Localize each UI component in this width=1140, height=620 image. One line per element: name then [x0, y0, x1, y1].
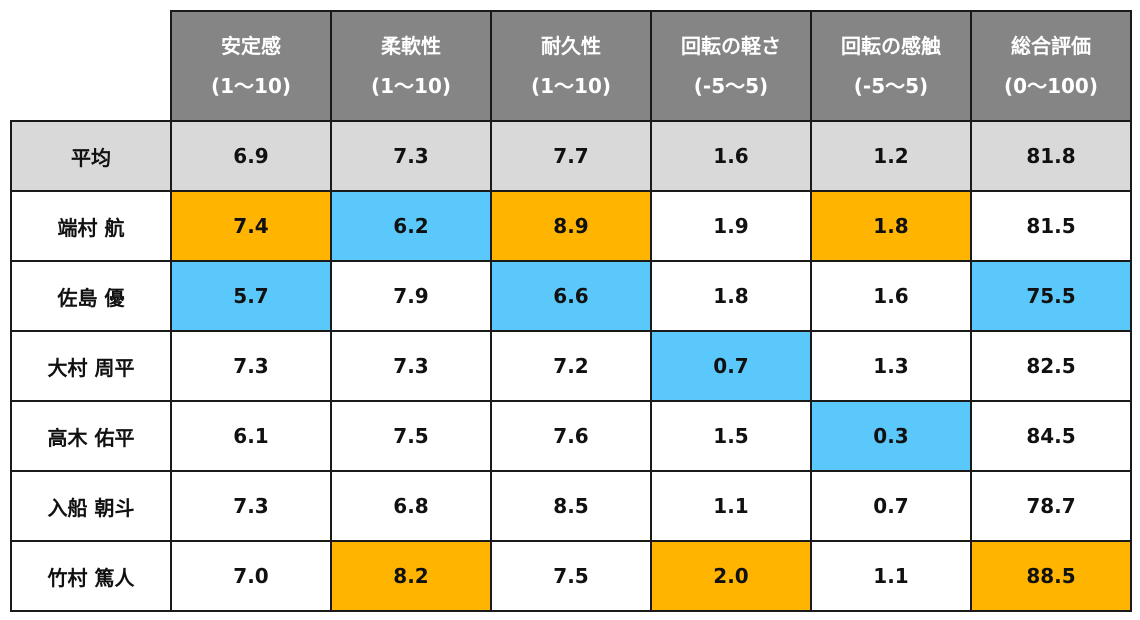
table-row: 端村 航 7.4 6.2 8.9 1.9 1.8 81.5	[10, 190, 1132, 262]
score-cell: 6.1	[170, 400, 332, 472]
person-name: 高木 佑平	[10, 400, 172, 472]
column-header-range: (-5〜5)	[853, 74, 929, 98]
table-row: 佐島 優 5.7 7.9 6.6 1.8 1.6 75.5	[10, 260, 1132, 332]
score-cell: 84.5	[970, 400, 1132, 472]
score-cell: 81.5	[970, 190, 1132, 262]
score-cell: 82.5	[970, 330, 1132, 402]
score-cell: 81.8	[970, 120, 1132, 192]
person-name: 端村 航	[10, 190, 172, 262]
person-name: 佐島 優	[10, 260, 172, 332]
table-row: 高木 佑平 6.1 7.5 7.6 1.5 0.3 84.5	[10, 400, 1132, 472]
column-header-range: (0〜100)	[1004, 74, 1098, 98]
table-row: 入船 朝斗 7.3 6.8 8.5 1.1 0.7 78.7	[10, 470, 1132, 542]
column-header-rotation-feel: 回転の感触 (-5〜5)	[810, 10, 972, 122]
column-header-rotation-lightness: 回転の軽さ (-5〜5)	[650, 10, 812, 122]
score-cell: 8.2	[330, 540, 492, 612]
score-cell: 1.1	[810, 540, 972, 612]
score-cell: 6.6	[490, 260, 652, 332]
column-header-range: (-5〜5)	[693, 74, 769, 98]
score-cell: 0.7	[810, 470, 972, 542]
score-cell: 6.8	[330, 470, 492, 542]
score-cell: 6.9	[170, 120, 332, 192]
score-cell: 7.9	[330, 260, 492, 332]
column-header-range: (1〜10)	[370, 74, 452, 98]
score-cell: 7.3	[170, 330, 332, 402]
column-header-range: (1〜10)	[530, 74, 612, 98]
table-row: 竹村 篤人 7.0 8.2 7.5 2.0 1.1 88.5	[10, 540, 1132, 612]
score-cell: 7.2	[490, 330, 652, 402]
column-header-flexibility: 柔軟性 (1〜10)	[330, 10, 492, 122]
column-header-name: 柔軟性	[381, 34, 441, 58]
column-header-stability: 安定感 (1〜10)	[170, 10, 332, 122]
score-cell: 7.4	[170, 190, 332, 262]
evaluation-table: 安定感 (1〜10) 柔軟性 (1〜10) 耐久性 (1〜10) 回転の軽さ (…	[10, 10, 1132, 612]
score-cell: 78.7	[970, 470, 1132, 542]
score-cell: 7.3	[330, 330, 492, 402]
column-header-name: 回転の感触	[841, 34, 941, 58]
average-row: 平均 6.9 7.3 7.7 1.6 1.2 81.8	[10, 120, 1132, 192]
column-header-overall: 総合評価 (0〜100)	[970, 10, 1132, 122]
score-cell: 0.3	[810, 400, 972, 472]
corner-cell	[11, 11, 172, 122]
score-cell: 1.9	[650, 190, 812, 262]
column-header-range: (1〜10)	[210, 74, 292, 98]
score-cell: 1.3	[810, 330, 972, 402]
score-cell: 7.5	[330, 400, 492, 472]
score-cell: 1.8	[810, 190, 972, 262]
score-cell: 1.6	[650, 120, 812, 192]
score-cell: 7.3	[330, 120, 492, 192]
score-cell: 75.5	[970, 260, 1132, 332]
score-cell: 1.1	[650, 470, 812, 542]
score-cell: 1.5	[650, 400, 812, 472]
score-cell: 7.3	[170, 470, 332, 542]
column-header-name: 耐久性	[541, 34, 601, 58]
score-cell: 88.5	[970, 540, 1132, 612]
person-name: 入船 朝斗	[10, 470, 172, 542]
table-row: 大村 周平 7.3 7.3 7.2 0.7 1.3 82.5	[10, 330, 1132, 402]
column-header-name: 安定感	[221, 34, 281, 58]
column-header-name: 総合評価	[1011, 34, 1091, 58]
table-body: 平均 6.9 7.3 7.7 1.6 1.2 81.8 端村 航 7.4 6.2 8.9 1.9 1.8…	[10, 120, 1132, 612]
header-row: 安定感 (1〜10) 柔軟性 (1〜10) 耐久性 (1〜10) 回転の軽さ (…	[11, 10, 1132, 122]
score-cell: 7.7	[490, 120, 652, 192]
score-cell: 6.2	[330, 190, 492, 262]
average-label: 平均	[10, 120, 172, 192]
score-cell: 1.6	[810, 260, 972, 332]
score-cell: 7.0	[170, 540, 332, 612]
person-name: 竹村 篤人	[10, 540, 172, 612]
score-cell: 5.7	[170, 260, 332, 332]
score-cell: 7.5	[490, 540, 652, 612]
score-cell: 7.6	[490, 400, 652, 472]
column-header-durability: 耐久性 (1〜10)	[490, 10, 652, 122]
score-cell: 8.9	[490, 190, 652, 262]
score-cell: 2.0	[650, 540, 812, 612]
column-header-name: 回転の軽さ	[681, 34, 781, 58]
person-name: 大村 周平	[10, 330, 172, 402]
score-cell: 1.8	[650, 260, 812, 332]
score-cell: 0.7	[650, 330, 812, 402]
score-cell: 8.5	[490, 470, 652, 542]
score-cell: 1.2	[810, 120, 972, 192]
